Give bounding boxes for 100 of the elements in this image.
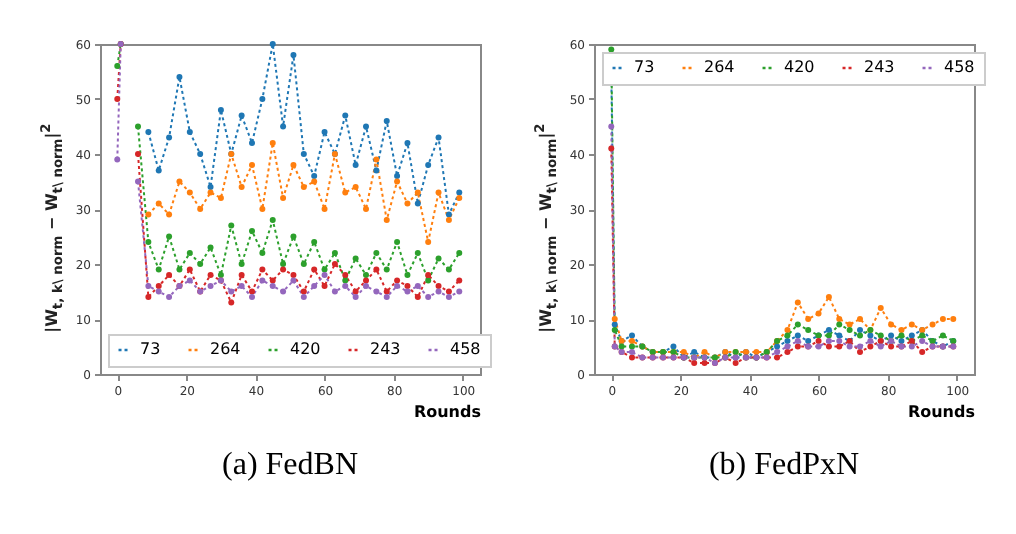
point — [373, 156, 380, 163]
point — [629, 332, 635, 339]
point — [300, 288, 307, 295]
point — [784, 343, 791, 350]
point — [857, 349, 863, 355]
point — [259, 250, 266, 256]
point — [342, 277, 349, 284]
point — [383, 217, 390, 223]
point — [352, 294, 359, 300]
point — [259, 266, 266, 273]
point — [404, 140, 411, 146]
legend-label: 73 — [634, 58, 655, 76]
point — [207, 189, 214, 196]
point — [404, 272, 411, 278]
point — [352, 162, 359, 168]
point — [383, 288, 390, 295]
point — [414, 189, 421, 196]
point — [269, 277, 276, 284]
point — [114, 96, 121, 102]
point — [784, 327, 791, 333]
point — [155, 283, 162, 289]
point — [394, 173, 401, 179]
point — [939, 316, 946, 322]
point — [774, 349, 781, 355]
point — [414, 250, 421, 256]
point — [414, 200, 421, 207]
point — [363, 277, 369, 284]
point — [898, 338, 905, 344]
point — [321, 129, 328, 135]
point — [794, 332, 801, 339]
point — [352, 288, 359, 295]
point — [629, 343, 635, 350]
point — [836, 316, 843, 322]
legend-label: 420 — [784, 58, 815, 76]
point — [784, 338, 791, 344]
point — [794, 299, 801, 306]
point — [186, 129, 193, 135]
point — [321, 283, 328, 289]
point — [815, 343, 822, 350]
point — [404, 288, 411, 295]
point — [867, 338, 874, 344]
legend-label: 458 — [944, 58, 975, 76]
point — [794, 343, 801, 350]
legend-label: 264 — [704, 58, 735, 76]
point — [259, 96, 266, 102]
point — [383, 118, 390, 124]
point — [269, 217, 276, 223]
point — [908, 343, 915, 350]
point — [908, 332, 915, 339]
point — [888, 343, 895, 350]
point — [394, 178, 401, 185]
point — [867, 343, 874, 350]
point — [825, 327, 832, 333]
point — [186, 250, 193, 256]
point — [425, 162, 432, 168]
legend-label: 458 — [450, 340, 481, 358]
point — [867, 332, 874, 339]
point — [908, 321, 915, 328]
point — [311, 266, 318, 273]
point — [898, 332, 905, 339]
point — [217, 107, 224, 113]
point — [269, 140, 276, 146]
point — [249, 140, 255, 146]
point — [846, 343, 853, 350]
point — [145, 129, 152, 135]
point — [176, 74, 183, 80]
point — [404, 283, 411, 289]
point — [815, 338, 822, 344]
legend-label: 420 — [290, 340, 321, 358]
point — [456, 288, 463, 295]
point — [280, 261, 287, 267]
point — [888, 321, 895, 328]
point — [280, 195, 287, 201]
point — [207, 283, 214, 289]
legend-label: 243 — [864, 58, 895, 76]
point — [435, 255, 442, 262]
point — [618, 343, 625, 350]
point — [321, 266, 328, 273]
point — [456, 250, 463, 256]
point — [857, 316, 863, 322]
point — [857, 343, 863, 350]
point — [300, 294, 307, 300]
point — [249, 162, 255, 168]
point — [259, 206, 266, 212]
point — [394, 277, 401, 284]
point — [373, 288, 380, 295]
point — [794, 338, 801, 344]
point — [383, 266, 390, 273]
point — [898, 327, 905, 333]
point — [249, 288, 255, 295]
point — [919, 332, 926, 339]
point — [363, 272, 369, 278]
text: (b) FedPxN — [708, 448, 860, 482]
point — [249, 228, 255, 234]
point — [732, 360, 739, 366]
point — [166, 272, 173, 278]
point — [939, 332, 946, 339]
point — [300, 261, 307, 267]
point — [186, 189, 193, 196]
point — [425, 239, 432, 245]
